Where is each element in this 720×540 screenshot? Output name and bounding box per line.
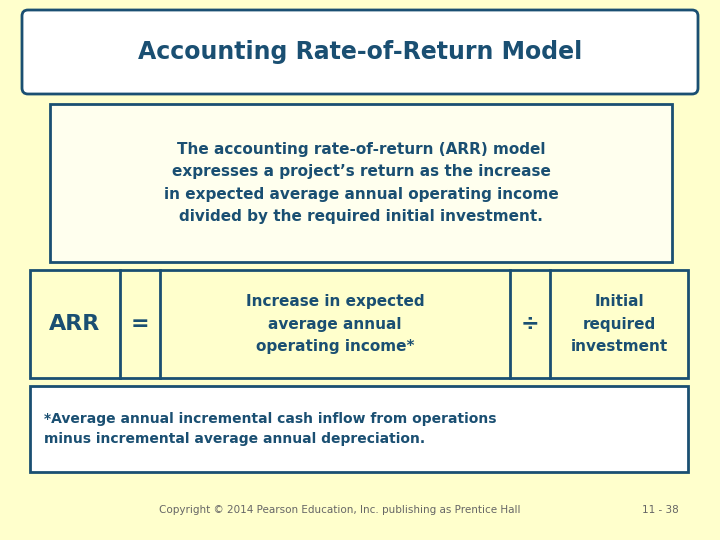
FancyBboxPatch shape <box>30 386 688 472</box>
FancyBboxPatch shape <box>30 270 688 378</box>
Text: *Average annual incremental cash inflow from operations
minus incremental averag: *Average annual incremental cash inflow … <box>44 412 497 446</box>
Text: The accounting rate-of-return (ARR) model
expresses a project’s return as the in: The accounting rate-of-return (ARR) mode… <box>163 142 559 224</box>
Text: Copyright © 2014 Pearson Education, Inc. publishing as Prentice Hall: Copyright © 2014 Pearson Education, Inc.… <box>159 505 521 515</box>
Text: Increase in expected
average annual
operating income*: Increase in expected average annual oper… <box>246 294 424 354</box>
Text: ARR: ARR <box>50 314 101 334</box>
Text: Initial
required
investment: Initial required investment <box>570 294 667 354</box>
Text: =: = <box>131 314 149 334</box>
Text: 11 - 38: 11 - 38 <box>642 505 678 515</box>
FancyBboxPatch shape <box>50 104 672 262</box>
FancyBboxPatch shape <box>22 10 698 94</box>
Text: ÷: ÷ <box>521 314 539 334</box>
Text: Accounting Rate-of-Return Model: Accounting Rate-of-Return Model <box>138 40 582 64</box>
